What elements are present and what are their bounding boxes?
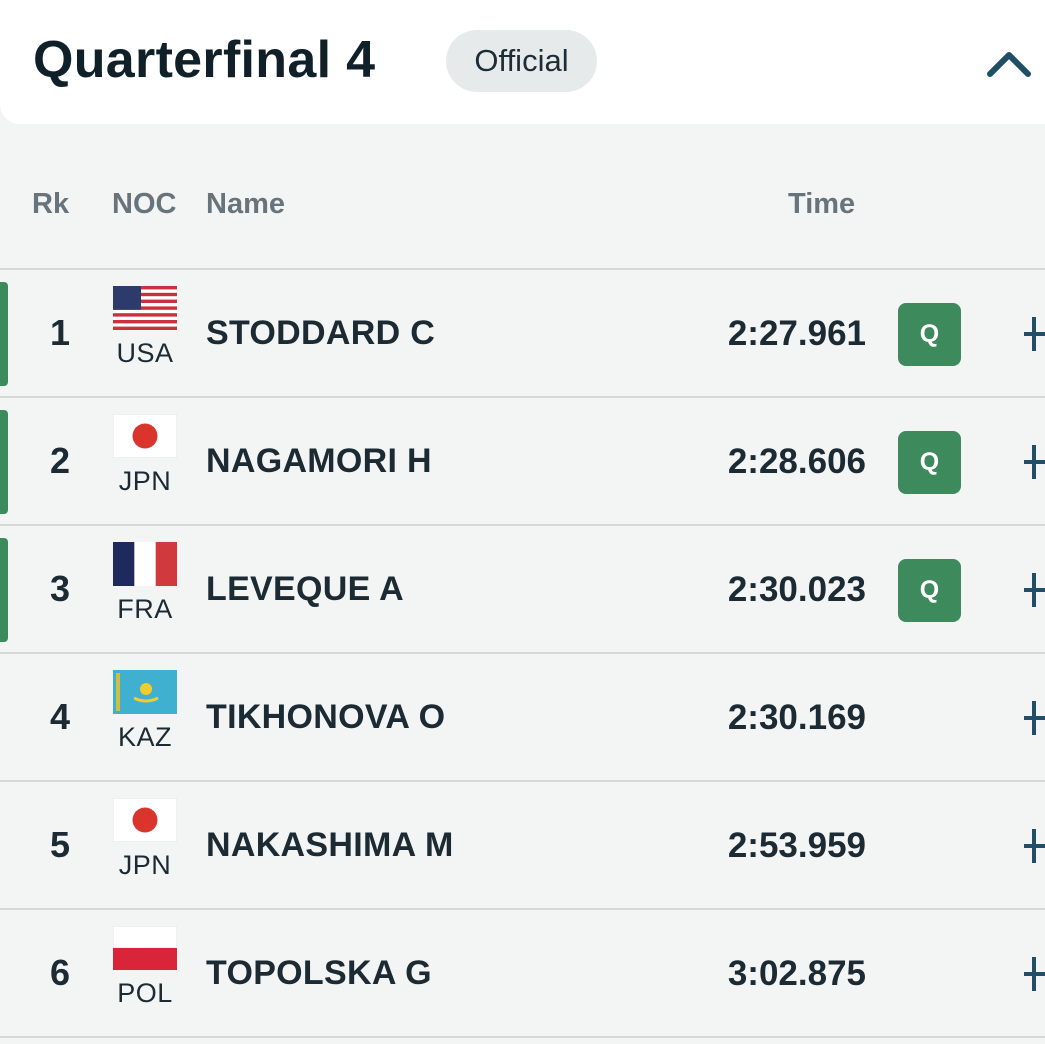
qualified-badge: Q [898,559,961,622]
heat-header: Quarterfinal 4 Official [0,0,1045,124]
result-time: 2:30.169 [727,698,866,737]
noc-code: KAZ [117,722,172,752]
column-time: Time [788,188,856,220]
plus-icon[interactable] [1018,698,1045,738]
table-row[interactable]: 5 JPN NAKASHIMA M 2:53.959 [0,782,1045,910]
result-time: 2:27.961 [727,314,866,353]
result-time: 2:53.959 [727,826,866,865]
noc-code: POL [117,978,173,1008]
athlete-name[interactable]: LEVEQUE A [206,570,404,608]
rank: 5 [49,824,71,865]
athlete-name[interactable]: TIKHONOVA O [206,698,446,736]
qualified-badge: Q [898,431,961,494]
athlete-name[interactable]: NAGAMORI H [206,442,432,480]
column-name: Name [206,188,285,220]
header-divider [0,268,1045,270]
qualified-marker [0,538,8,642]
status-badge: Official [446,30,597,92]
japan-flag-icon [113,798,177,842]
japan-flag-icon [113,414,177,458]
athlete-name[interactable]: STODDARD C [206,314,436,352]
noc-code: JPN [118,466,172,496]
table-header: Rk NOC Name Time [0,170,1045,240]
plus-icon[interactable] [1018,826,1045,866]
table-row[interactable]: 2 JPN NAGAMORI H 2:28.606 Q [0,398,1045,526]
column-rank: Rk [32,188,70,220]
result-time: 2:30.023 [727,570,866,609]
athlete-name[interactable]: NAKASHIMA M [206,826,454,864]
usa-flag-icon [113,286,177,330]
plus-icon[interactable] [1018,954,1045,994]
rank: 4 [49,696,71,737]
plus-icon[interactable] [1018,442,1045,482]
kazakhstan-flag-icon [113,670,177,714]
qualified-badge: Q [898,303,961,366]
qualified-marker [0,410,8,514]
plus-icon[interactable] [1018,570,1045,610]
noc-code: JPN [118,850,172,880]
france-flag-icon [113,542,177,586]
table-row[interactable]: 4 KAZ TIKHONOVA O 2:30.169 [0,654,1045,782]
table-row[interactable]: 3 FRA LEVEQUE A 2:30.023 Q [0,526,1045,654]
heat-title: Quarterfinal 4 [33,31,376,89]
result-time: 2:28.606 [727,442,866,481]
result-time: 3:02.875 [727,954,866,993]
rank: 3 [49,568,71,609]
table-row[interactable]: 6 POL TOPOLSKA G 3:02.875 [0,910,1045,1038]
noc-code: FRA [117,594,173,624]
column-noc: NOC [112,188,177,220]
athlete-name[interactable]: TOPOLSKA G [206,954,432,992]
table-row[interactable]: 1 USA STODDARD C 2:27.961 Q [0,270,1045,398]
rank: 1 [49,312,71,353]
rank: 6 [49,952,71,993]
noc-code: USA [116,338,174,368]
qualified-marker [0,282,8,386]
chevron-up-icon[interactable] [986,48,1032,78]
poland-flag-icon [113,926,177,970]
rank: 2 [49,440,71,481]
plus-icon[interactable] [1018,314,1045,354]
